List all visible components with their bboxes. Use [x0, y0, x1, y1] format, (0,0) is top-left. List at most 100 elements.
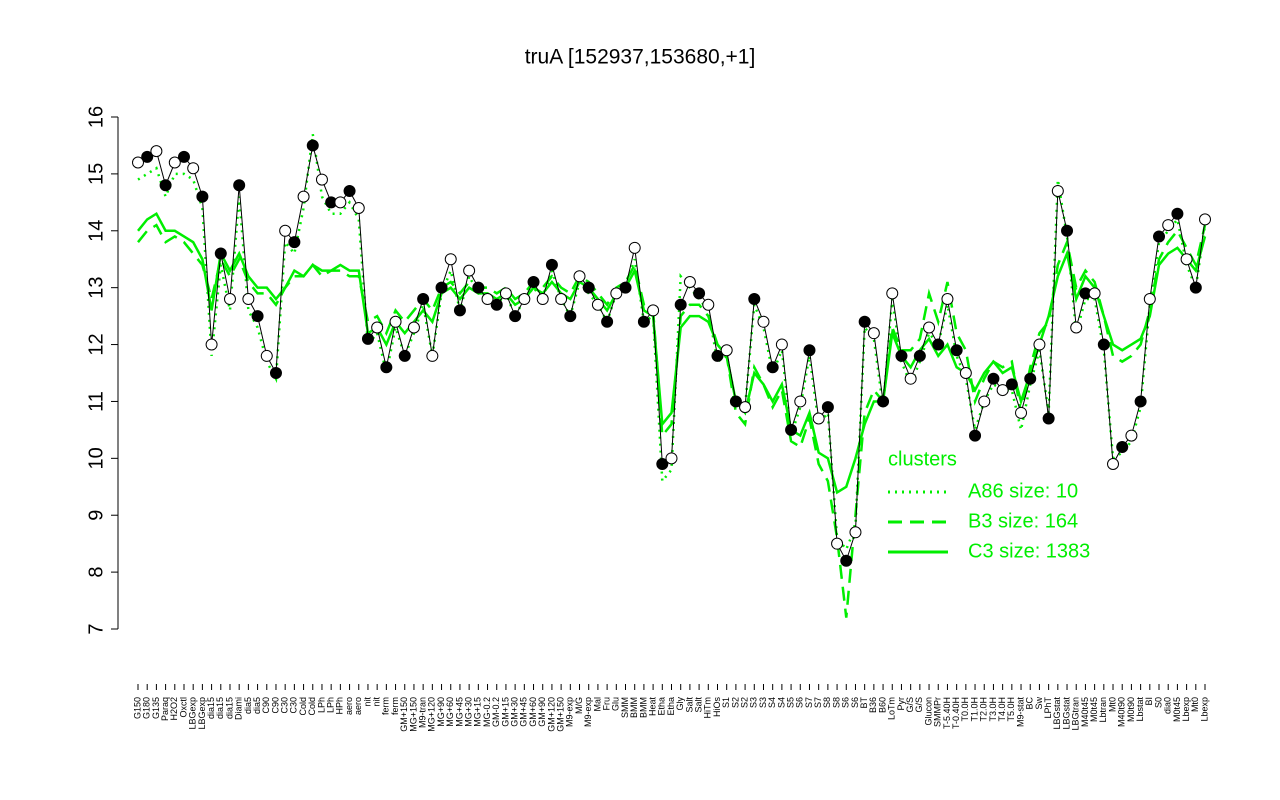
point [849, 526, 862, 539]
point [794, 395, 807, 408]
point [545, 258, 558, 271]
y-tick-label: 12 [85, 333, 107, 355]
x-tick-label: Etha [657, 697, 667, 716]
point [435, 281, 448, 294]
x-tick-label: HPh [335, 697, 345, 715]
point [904, 372, 917, 385]
x-tick-label: M9-exp [583, 697, 593, 727]
x-tick-label: S7 [813, 697, 823, 708]
point [647, 304, 660, 317]
x-tick-label: S5 [785, 697, 795, 708]
legend-label: B3 size: 164 [968, 510, 1078, 532]
x-tick-label: GM-0.2 [491, 697, 501, 727]
x-tick-label: MG+120 [427, 697, 437, 732]
point [950, 344, 963, 357]
point [177, 150, 190, 163]
point [518, 293, 531, 306]
point [969, 429, 982, 442]
x-tick-label: T2.0H [979, 697, 989, 722]
x-tick-label: M0t90 [1126, 697, 1136, 722]
x-tick-label: GM+15 [500, 697, 510, 727]
point [582, 281, 595, 294]
x-tick-label: LBGstat [1061, 697, 1071, 730]
x-tick-label: LPh [316, 697, 326, 713]
point [242, 293, 255, 306]
point [729, 395, 742, 408]
x-tick-label: HiTm [703, 697, 713, 719]
point [1097, 338, 1110, 351]
x-tick-label: dia15 [206, 697, 216, 719]
x-tick-label: S2 [739, 697, 749, 708]
y-tick-label: 13 [85, 277, 107, 299]
x-tick-label: Etha [666, 697, 676, 716]
point [812, 412, 825, 425]
x-tick-label: Glu [611, 697, 621, 711]
x-tick-label: G/S [914, 697, 924, 713]
y-tick-label: 7 [85, 623, 107, 634]
y-tick-label: 16 [85, 106, 107, 128]
x-tick-label: Sw [1034, 697, 1044, 710]
x-tick-label: GM+120 [546, 697, 556, 732]
point [757, 315, 770, 328]
y-tick-label: 11 [85, 391, 107, 412]
x-tick-label: T0.0H [960, 697, 970, 722]
point [352, 202, 365, 215]
x-tick-label: BMM [638, 697, 648, 718]
point [1024, 372, 1037, 385]
x-tick-label: S6 [850, 697, 860, 708]
x-tick-label: Pyr [896, 697, 906, 711]
cluster-line [137, 223, 1207, 618]
x-tick-label: T5.0H [1006, 697, 1016, 722]
point [168, 156, 181, 169]
x-tick-label: T-5.40H [942, 697, 952, 729]
x-tick-label: Mt0 [1107, 697, 1117, 712]
point [361, 332, 374, 345]
x-tick-label: S4 [776, 697, 786, 708]
x-tick-label: C90 [270, 697, 280, 714]
point [895, 349, 908, 362]
point [1180, 253, 1193, 266]
x-tick-label: GM+150 [399, 697, 409, 732]
x-tick-label: M9-exp [565, 697, 575, 727]
x-tick-label: M40t45 [1080, 697, 1090, 727]
x-tick-label: S8 [831, 697, 841, 708]
x-tick-label: S8 [822, 697, 832, 708]
x-tick-label: ferm [381, 697, 391, 715]
x-tick-label: S7 [804, 697, 814, 708]
x-tick-label: MG+150 [408, 697, 418, 732]
x-tick-label: G180 [142, 697, 152, 719]
point [159, 179, 172, 192]
x-tick-label: dia5 [252, 697, 262, 714]
point [1153, 230, 1166, 243]
point [499, 287, 512, 300]
legend-title: clusters [888, 448, 957, 470]
x-tick-label: Mt0 [1190, 697, 1200, 712]
point [527, 275, 540, 288]
x-tick-label: BC [1025, 697, 1035, 710]
x-tick-label: G150 [132, 697, 142, 719]
point [453, 304, 466, 317]
point [610, 287, 623, 300]
x-tick-label: Salt [684, 697, 694, 713]
point [674, 298, 687, 311]
point [1015, 406, 1028, 419]
x-tick-label: Glucon [923, 697, 933, 726]
point [573, 270, 586, 283]
point [490, 298, 503, 311]
x-tick-label: Cold [307, 697, 317, 716]
x-tick-label: T3.0H [988, 697, 998, 722]
x-tick-label: S0 [1153, 697, 1163, 708]
x-tick-label: dia15 [224, 697, 234, 719]
x-tick-label: M/G [574, 697, 584, 714]
point [720, 344, 733, 357]
x-tick-label: M0t45 [1172, 697, 1182, 722]
point [463, 264, 476, 277]
point [601, 315, 614, 328]
legend-label: A86 size: 10 [968, 480, 1078, 502]
point [343, 184, 356, 197]
x-tick-label: Lbstat [1135, 697, 1145, 722]
point [398, 349, 411, 362]
point [371, 321, 384, 334]
x-tick-label: dia5 [243, 697, 253, 714]
